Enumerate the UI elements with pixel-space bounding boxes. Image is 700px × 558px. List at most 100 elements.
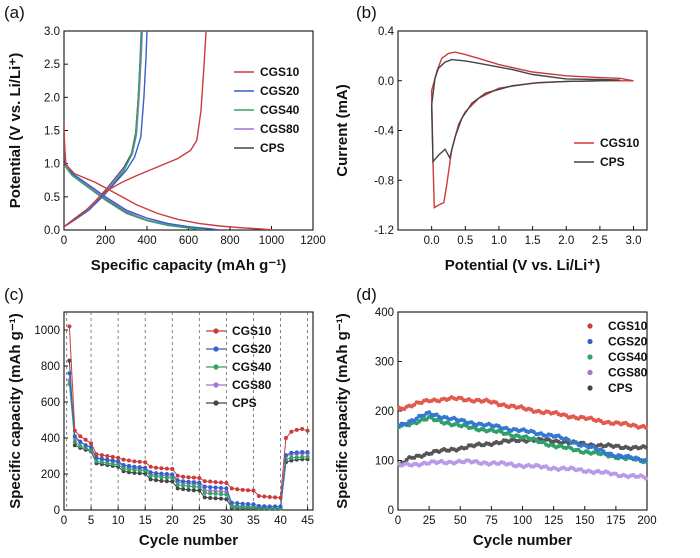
- x-tick-label: 0: [395, 515, 401, 527]
- y-tick-label: 300: [375, 357, 394, 369]
- data-point: [305, 454, 310, 459]
- data-point: [191, 475, 196, 480]
- data-point: [202, 484, 207, 489]
- data-point: [305, 450, 310, 455]
- data-point: [218, 486, 223, 491]
- data-point: [143, 471, 148, 476]
- plot-frame: [63, 311, 314, 511]
- y-tick-label: 2.5: [44, 59, 60, 71]
- y-tick-label: 100: [375, 456, 394, 468]
- data-point: [422, 413, 427, 418]
- data-point: [224, 481, 229, 485]
- discharge-curve-cgs80: [64, 143, 204, 230]
- panel-b: (b) 0.0 0.5 1.0 1.5 2.0 2.5 3.0 -1.2 -0.8 -0.4 0.0 0…: [334, 3, 648, 274]
- legend-entry: CPS: [600, 155, 625, 169]
- data-point: [159, 466, 164, 471]
- y-tick-label: 600: [41, 397, 60, 409]
- discharge-curve-cgs20: [64, 137, 220, 230]
- legend-marker: [587, 323, 593, 329]
- data-point: [224, 492, 229, 497]
- legend-entry: CPS: [260, 141, 285, 155]
- legend-entry: CGS20: [260, 84, 300, 98]
- x-axis-label: Cycle number: [139, 532, 238, 549]
- x-tick-label: 0: [61, 515, 67, 527]
- data-point: [181, 487, 186, 492]
- x-tick-label: 25: [423, 515, 436, 527]
- series-cgs10: [67, 324, 310, 500]
- y-tick-label: 1.0: [44, 159, 60, 171]
- data-point: [289, 429, 294, 434]
- data-point: [148, 464, 153, 469]
- data-point: [643, 425, 648, 430]
- x-tick-label: 25: [193, 515, 206, 527]
- data-point: [213, 491, 218, 496]
- data-point: [300, 455, 305, 460]
- data-point: [132, 459, 137, 464]
- data-point: [229, 500, 234, 505]
- data-point: [132, 464, 137, 469]
- x-tick-label: 75: [485, 515, 498, 527]
- data-point: [175, 473, 180, 478]
- data-point: [294, 455, 299, 460]
- data-point: [126, 458, 131, 463]
- data-point: [181, 479, 186, 484]
- data-point: [143, 465, 148, 470]
- data-point: [267, 504, 272, 509]
- data-point: [213, 496, 218, 501]
- legend-entry: CGS10: [232, 324, 272, 338]
- data-point: [154, 471, 159, 476]
- data-point: [170, 479, 175, 484]
- data-point: [78, 444, 83, 449]
- cv-curve-cps: [430, 58, 621, 164]
- data-point: [186, 479, 191, 484]
- panel-label: (d): [356, 285, 377, 304]
- data-point: [246, 505, 251, 510]
- data-point: [164, 472, 169, 476]
- data-point: [202, 495, 207, 500]
- data-point: [72, 428, 77, 433]
- data-point: [305, 428, 310, 433]
- data-point: [202, 479, 207, 484]
- legend-marker: [587, 338, 593, 345]
- data-point: [427, 410, 432, 415]
- data-point: [67, 371, 72, 376]
- data-point: [213, 485, 218, 490]
- x-tick-label: 0: [61, 235, 67, 247]
- data-point: [235, 487, 240, 492]
- x-tick-label: 30: [220, 515, 233, 527]
- y-tick-label: 0: [54, 505, 60, 517]
- data-point: [191, 480, 196, 485]
- data-point: [643, 445, 648, 450]
- data-point: [197, 480, 202, 485]
- data-point: [229, 486, 234, 491]
- data-point: [99, 456, 104, 461]
- y-tick-label: 3.0: [44, 26, 60, 38]
- series-cgs20: [397, 410, 648, 464]
- data-point: [143, 468, 148, 473]
- data-point: [191, 488, 196, 493]
- series-line: [68, 326, 308, 499]
- data-point: [283, 436, 288, 440]
- data-point: [251, 488, 256, 493]
- data-point: [164, 475, 169, 480]
- data-point: [273, 495, 278, 500]
- data-point: [566, 437, 571, 443]
- panel-d: (d) 0 25 50 75 100 125 150 175 200 0 100 200 300 400 Cy…: [334, 285, 657, 549]
- data-point: [278, 504, 283, 509]
- data-point: [289, 455, 294, 460]
- data-point: [89, 441, 94, 446]
- data-point: [294, 427, 299, 432]
- data-point: [213, 480, 218, 485]
- x-tick-label: 20: [166, 515, 179, 527]
- x-tick-label: 1200: [300, 235, 326, 247]
- data-point: [148, 473, 153, 478]
- data-point: [72, 434, 77, 439]
- legend-entry: CPS: [608, 381, 633, 395]
- legend-entry: CPS: [232, 396, 257, 410]
- series-cgs20: [67, 371, 310, 509]
- y-axis-label: Specific capacity (mAh g⁻¹): [334, 313, 351, 508]
- plot-frame: [397, 30, 648, 231]
- x-tick-label: 3.0: [626, 235, 642, 247]
- charge-curve-cgs10: [64, 31, 207, 228]
